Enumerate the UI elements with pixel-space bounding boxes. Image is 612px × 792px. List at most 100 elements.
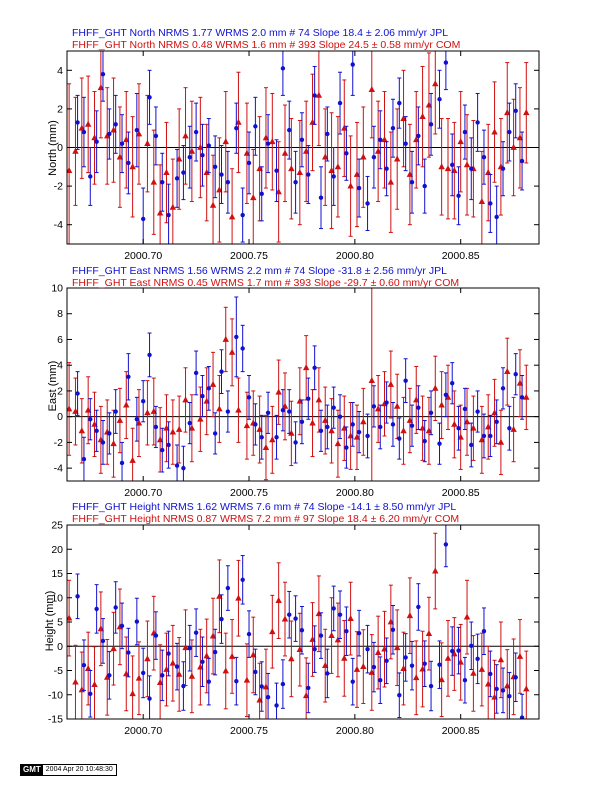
east-com-point (243, 422, 251, 429)
east-com-point (91, 420, 98, 427)
north-com-point (322, 153, 329, 160)
height-jpl-point (206, 679, 212, 684)
height-com-point (67, 614, 73, 621)
north-jpl-point (265, 141, 271, 146)
north-jpl-point (325, 131, 330, 137)
east-jpl-point (253, 422, 258, 427)
north-title-jpl: FHFF_GHT North NRMS 1.77 WRMS 2.0 mm # 7… (72, 27, 449, 39)
north-com-point (116, 153, 124, 160)
east-com-point (360, 418, 367, 425)
north-com-point (425, 101, 433, 108)
north-x-tick-label: 2000.80 (336, 250, 374, 262)
east-jpl-point (240, 346, 245, 351)
height-com-point (256, 696, 263, 703)
height-com-point (203, 652, 210, 659)
east-jpl-point (166, 442, 171, 448)
gmt-logo: GMT (21, 765, 43, 775)
east-com-point (432, 384, 439, 391)
east-jpl-point (100, 440, 106, 445)
height-jpl-point (140, 670, 146, 676)
height-com-point (328, 631, 335, 638)
north-com-point (182, 132, 189, 139)
north-com-point (334, 163, 342, 170)
height-jpl-point (240, 577, 245, 583)
height-jpl-point (166, 651, 171, 656)
north-com-point (432, 80, 439, 87)
north-com-point (451, 167, 458, 174)
east-y-tick-label: 4 (57, 360, 63, 372)
east-com-point (463, 418, 471, 425)
height-jpl-point (280, 681, 286, 687)
north-jpl-point (94, 139, 99, 144)
east-com-point (256, 425, 263, 432)
height-com-point (457, 658, 464, 665)
gmt-timestamp: 2004 Apr 20 10:48:30 (42, 765, 116, 775)
east-com-point (288, 429, 295, 436)
height-x-tick-label: 2000.75 (230, 725, 268, 737)
east-jpl-point (365, 433, 370, 439)
height-com-point (341, 654, 348, 661)
height-panel: -15 -10 -5 0 5 10 15 20 25 2000.70 2000.75 2000.80 2… (48, 520, 540, 737)
height-y-axis-label: Height (mm) (44, 590, 56, 652)
east-com-point (419, 424, 426, 431)
north-com-point (510, 143, 517, 150)
height-jpl-point (409, 663, 415, 668)
north-jpl-point (287, 127, 292, 133)
east-com-point (413, 396, 420, 403)
east-com-point (457, 433, 464, 440)
east-jpl-point (371, 404, 377, 409)
height-jpl-point (312, 646, 317, 652)
north-jpl-point (280, 66, 286, 71)
north-jpl-point (181, 170, 186, 175)
height-jpl-point (193, 630, 199, 635)
east-com-point (523, 393, 530, 400)
height-jpl-point (253, 669, 258, 675)
north-jpl-point (299, 137, 305, 142)
north-x-tick-label: 2000.75 (230, 250, 268, 262)
height-com-point (250, 651, 257, 658)
north-com-point (262, 134, 270, 141)
height-com-point (129, 690, 136, 697)
height-jpl-point (160, 673, 165, 678)
height-jpl-point (475, 656, 480, 662)
height-com-point (123, 670, 130, 677)
east-com-point (296, 397, 304, 404)
east-com-point (275, 388, 282, 395)
north-y-tick-label: 4 (57, 65, 63, 77)
north-com-point (478, 197, 486, 204)
east-series-com (67, 288, 530, 481)
north-com-point (222, 138, 229, 145)
height-jpl-point (187, 645, 192, 651)
north-jpl-point (193, 129, 199, 135)
height-title-com: FHFF_GHT Height NRMS 0.87 WRMS 7.2 mm # … (72, 513, 460, 525)
height-jpl-point (181, 683, 186, 689)
height-com-point (419, 665, 426, 672)
north-jpl-point (337, 100, 343, 106)
east-com-point (150, 407, 157, 414)
north-com-point (288, 165, 295, 172)
height-com-point (156, 679, 164, 686)
north-jpl-point (409, 180, 415, 185)
height-jpl-point (456, 648, 461, 653)
east-jpl-point (126, 374, 131, 379)
height-com-point (413, 674, 420, 681)
north-jpl-point (488, 201, 493, 206)
north-com-point (360, 153, 367, 160)
east-com-point (281, 402, 289, 409)
north-com-point (67, 167, 73, 174)
north-jpl-point (428, 122, 434, 127)
height-com-point (243, 676, 251, 683)
east-jpl-point (219, 369, 224, 374)
east-com-point (84, 406, 92, 413)
height-jpl-point (219, 616, 224, 622)
height-y-tick-label: 10 (51, 592, 63, 604)
east-com-point (485, 423, 492, 430)
east-com-point (381, 400, 388, 407)
north-com-point (228, 213, 236, 220)
east-jpl-point (450, 381, 455, 386)
east-jpl-point (403, 378, 408, 383)
north-jpl-point (500, 166, 506, 171)
east-jpl-point (225, 409, 231, 414)
east-jpl-point (187, 420, 192, 426)
